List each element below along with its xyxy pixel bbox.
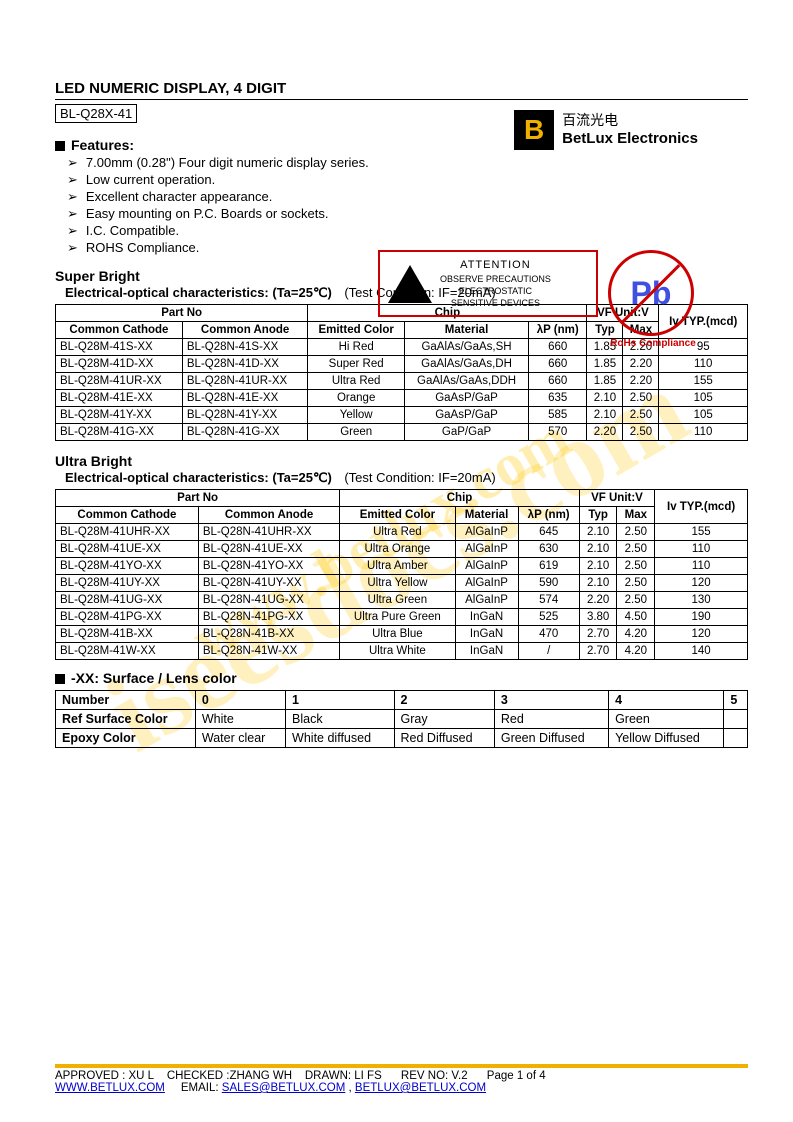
table2-caption: Electrical-optical characteristics: (Ta=… — [65, 470, 332, 485]
lens-title: -XX: Surface / Lens color — [55, 670, 748, 686]
spec-table-2: Part No Chip VF Unit:V Iv TYP.(mcd) Comm… — [55, 489, 748, 660]
esd-triangle-icon — [388, 265, 432, 303]
table-row: BL-Q28M-41UE-XXBL-Q28N-41UE-XXUltra Oran… — [56, 541, 748, 558]
table-row: BL-Q28M-41YO-XXBL-Q28N-41YO-XXUltra Ambe… — [56, 558, 748, 575]
logo-cn: 百流光电 — [562, 111, 698, 129]
table-row: BL-Q28M-41UY-XXBL-Q28N-41UY-XXUltra Yell… — [56, 575, 748, 592]
footer-email2[interactable]: BETLUX@BETLUX.COM — [355, 1082, 486, 1094]
feature-item: Low current operation. — [86, 172, 215, 187]
table-row: BL-Q28M-41B-XXBL-Q28N-41B-XXUltra BlueIn… — [56, 626, 748, 643]
table2-test: (Test Condition: IF=20mA) — [344, 470, 495, 485]
table-row: BL-Q28M-41W-XXBL-Q28N-41W-XXUltra WhiteI… — [56, 643, 748, 660]
rohs-badge: Pb RoHs Compliance — [608, 250, 698, 340]
table2-title: Ultra Bright — [55, 453, 748, 469]
table-row: BL-Q28M-41UR-XXBL-Q28N-41UR-XXUltra RedG… — [56, 373, 748, 390]
table-row: BL-Q28M-41D-XXBL-Q28N-41D-XXSuper RedGaA… — [56, 356, 748, 373]
table-row: BL-Q28M-41E-XXBL-Q28N-41E-XXOrangeGaAsP/… — [56, 390, 748, 407]
logo-icon: B — [514, 110, 554, 150]
features-list: ➢7.00mm (0.28") Four digit numeric displ… — [67, 155, 748, 256]
footer-url[interactable]: WWW.BETLUX.COM — [55, 1082, 165, 1094]
page-footer: APPROVED : XU L CHECKED :ZHANG WH DRAWN:… — [55, 1064, 748, 1094]
part-number: BL-Q28X-41 — [55, 104, 137, 123]
table-row: Ref Surface ColorWhiteBlackGrayRedGreen — [56, 710, 748, 729]
table-row: Epoxy ColorWater clearWhite diffusedRed … — [56, 729, 748, 748]
logo-en: BetLux Electronics — [562, 129, 698, 149]
table-row: BL-Q28M-41PG-XXBL-Q28N-41PG-XXUltra Pure… — [56, 609, 748, 626]
feature-item: ROHS Compliance. — [86, 240, 199, 255]
table-row: BL-Q28M-41Y-XXBL-Q28N-41Y-XXYellowGaAsP/… — [56, 407, 748, 424]
table-row: BL-Q28M-41UG-XXBL-Q28N-41UG-XXUltra Gree… — [56, 592, 748, 609]
doc-title: LED NUMERIC DISPLAY, 4 DIGIT — [55, 80, 748, 97]
feature-item: Excellent character appearance. — [86, 189, 272, 204]
esd-badge: ATTENTION OBSERVE PRECAUTIONS ELECTROSTA… — [378, 250, 598, 317]
feature-item: I.C. Compatible. — [86, 223, 179, 238]
lens-table: Number012345 Ref Surface ColorWhiteBlack… — [55, 690, 748, 748]
feature-item: 7.00mm (0.28") Four digit numeric displa… — [86, 155, 369, 170]
table-row: BL-Q28M-41UHR-XXBL-Q28N-41UHR-XXUltra Re… — [56, 524, 748, 541]
table-row: BL-Q28M-41G-XXBL-Q28N-41G-XXGreenGaP/GaP… — [56, 424, 748, 441]
footer-email1[interactable]: SALES@BETLUX.COM — [222, 1082, 346, 1094]
company-logo: B 百流光电 BetLux Electronics — [514, 110, 698, 150]
table1-caption: Electrical-optical characteristics: (Ta=… — [65, 285, 332, 300]
feature-item: Easy mounting on P.C. Boards or sockets. — [86, 206, 329, 221]
